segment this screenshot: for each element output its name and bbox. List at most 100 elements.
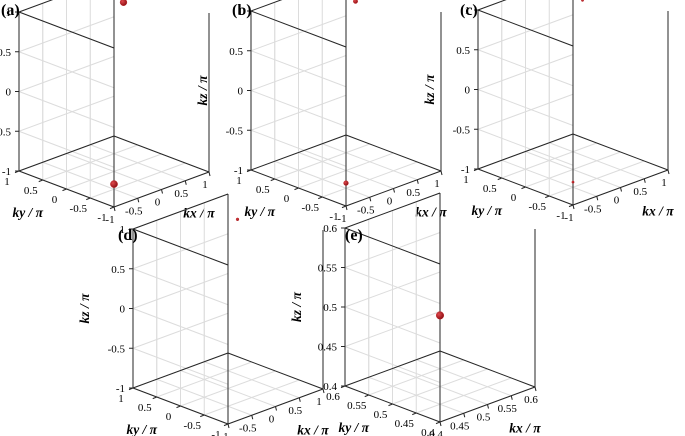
x-tick-label: -0.5 bbox=[584, 203, 602, 215]
z-tick-label: 0 bbox=[465, 85, 471, 97]
wall-gridline bbox=[132, 233, 229, 270]
panel-label: (b) bbox=[232, 2, 252, 19]
floor-gridline bbox=[274, 143, 370, 180]
x-axis-label: kx / π bbox=[509, 420, 541, 435]
x-tick bbox=[227, 423, 230, 429]
x-tick-label: 0.5 bbox=[406, 187, 420, 199]
y-tick bbox=[545, 195, 550, 199]
x-tick-label: 0.4 bbox=[429, 429, 443, 436]
floor-gridline bbox=[549, 142, 645, 180]
x-tick bbox=[161, 189, 163, 194]
x-tick bbox=[369, 197, 372, 202]
x-tick bbox=[113, 206, 116, 212]
x-tick bbox=[345, 205, 348, 211]
z-tick-label: 0.5 bbox=[111, 264, 125, 276]
x-tick bbox=[643, 178, 646, 183]
box-edge bbox=[250, 0, 283, 12]
x-tick bbox=[667, 169, 670, 175]
x-tick-label: 0.5 bbox=[174, 188, 188, 200]
y-tick bbox=[341, 205, 347, 209]
wall-gridline bbox=[344, 232, 441, 268]
panel-label: (d) bbox=[118, 227, 138, 244]
x-tick bbox=[439, 421, 442, 427]
wall-gridline bbox=[250, 55, 347, 91]
x-axis-label: kx / π bbox=[642, 203, 674, 218]
wall-gridline bbox=[344, 267, 441, 304]
z-tick-label: 0 bbox=[238, 86, 244, 98]
wall-gridline bbox=[132, 273, 229, 309]
z-tick-label: 1 bbox=[238, 6, 244, 18]
wall-gridline bbox=[477, 14, 574, 51]
x-tick bbox=[184, 180, 187, 185]
z-tick-label: 0 bbox=[120, 304, 126, 316]
x-tick-label: 0.55 bbox=[498, 403, 518, 415]
wall-gridline bbox=[132, 268, 229, 306]
box-edge bbox=[132, 228, 229, 266]
x-tick bbox=[322, 388, 325, 394]
panel-label: (a) bbox=[1, 2, 20, 19]
y-tick-label: 0.5 bbox=[24, 185, 38, 197]
z-tick-label: 0.45 bbox=[318, 342, 338, 354]
x-tick bbox=[137, 198, 140, 203]
y-tick-label: 0.45 bbox=[395, 418, 415, 430]
y-tick-label: 1 bbox=[4, 176, 10, 188]
y-tick-label: 0 bbox=[284, 193, 290, 205]
x-tick bbox=[275, 406, 277, 411]
wall-gridline bbox=[477, 54, 574, 90]
floor-gridline bbox=[368, 359, 464, 396]
wall-gridline bbox=[250, 50, 347, 88]
z-tick-label: -0.5 bbox=[0, 126, 11, 138]
z-tick-label: -0.5 bbox=[453, 124, 471, 136]
box-edge bbox=[132, 193, 229, 230]
y-tick bbox=[388, 403, 393, 407]
x-tick bbox=[596, 196, 599, 201]
z-axis-label: kz / π bbox=[77, 293, 92, 324]
x-tick-label: -1 bbox=[105, 214, 114, 226]
panel-label: (c) bbox=[460, 2, 478, 19]
box-edge bbox=[572, 133, 669, 171]
floor-gridline bbox=[416, 359, 512, 397]
x-tick bbox=[393, 188, 395, 193]
wall-gridline bbox=[18, 51, 115, 89]
y-tick bbox=[270, 178, 275, 182]
y-tick bbox=[568, 204, 574, 208]
z-tick-label: -1 bbox=[2, 166, 11, 178]
data-point bbox=[353, 0, 358, 4]
y-tick-label: -1 bbox=[211, 429, 220, 436]
box-edge bbox=[477, 133, 574, 170]
y-tick-label: -1 bbox=[329, 211, 338, 223]
z-tick-label: 0.5 bbox=[323, 302, 337, 314]
y-tick-label: -1 bbox=[556, 210, 565, 222]
x-tick-label: -1 bbox=[337, 213, 346, 225]
x-tick-label: 0.6 bbox=[524, 394, 538, 406]
wall-gridline bbox=[18, 16, 115, 53]
box-edge bbox=[344, 192, 441, 229]
y-tick-label: 0.5 bbox=[256, 184, 270, 196]
x-tick-label: -0.5 bbox=[357, 204, 375, 216]
x-tick-label: 0 bbox=[269, 414, 275, 426]
wall-gridline bbox=[477, 49, 574, 87]
box-edge bbox=[439, 350, 536, 388]
x-tick-label: 0.5 bbox=[477, 412, 491, 424]
x-tick bbox=[208, 171, 211, 177]
y-tick-label: -0.5 bbox=[529, 201, 547, 213]
z-axis-label: kz / π bbox=[195, 75, 210, 106]
y-tick-label: 0.5 bbox=[374, 409, 388, 421]
box-edge bbox=[344, 350, 441, 387]
y-axis-label: ky / π bbox=[126, 422, 157, 436]
z-tick-label: 0 bbox=[6, 87, 12, 99]
z-tick-label: 1 bbox=[120, 224, 126, 236]
box-edge bbox=[227, 352, 324, 390]
floor-gridline bbox=[42, 144, 138, 181]
z-tick-label: -1 bbox=[234, 165, 243, 177]
box-edge bbox=[344, 227, 441, 265]
x-tick bbox=[416, 179, 419, 184]
floor-gridline bbox=[156, 361, 252, 398]
x-tick-label: 0 bbox=[614, 195, 620, 207]
x-tick-label: 0.5 bbox=[288, 405, 302, 417]
wall-gridline bbox=[344, 271, 441, 308]
box-edge bbox=[345, 134, 442, 172]
x-tick-label: 1 bbox=[661, 177, 667, 189]
y-tick-label: -0.5 bbox=[70, 203, 88, 215]
